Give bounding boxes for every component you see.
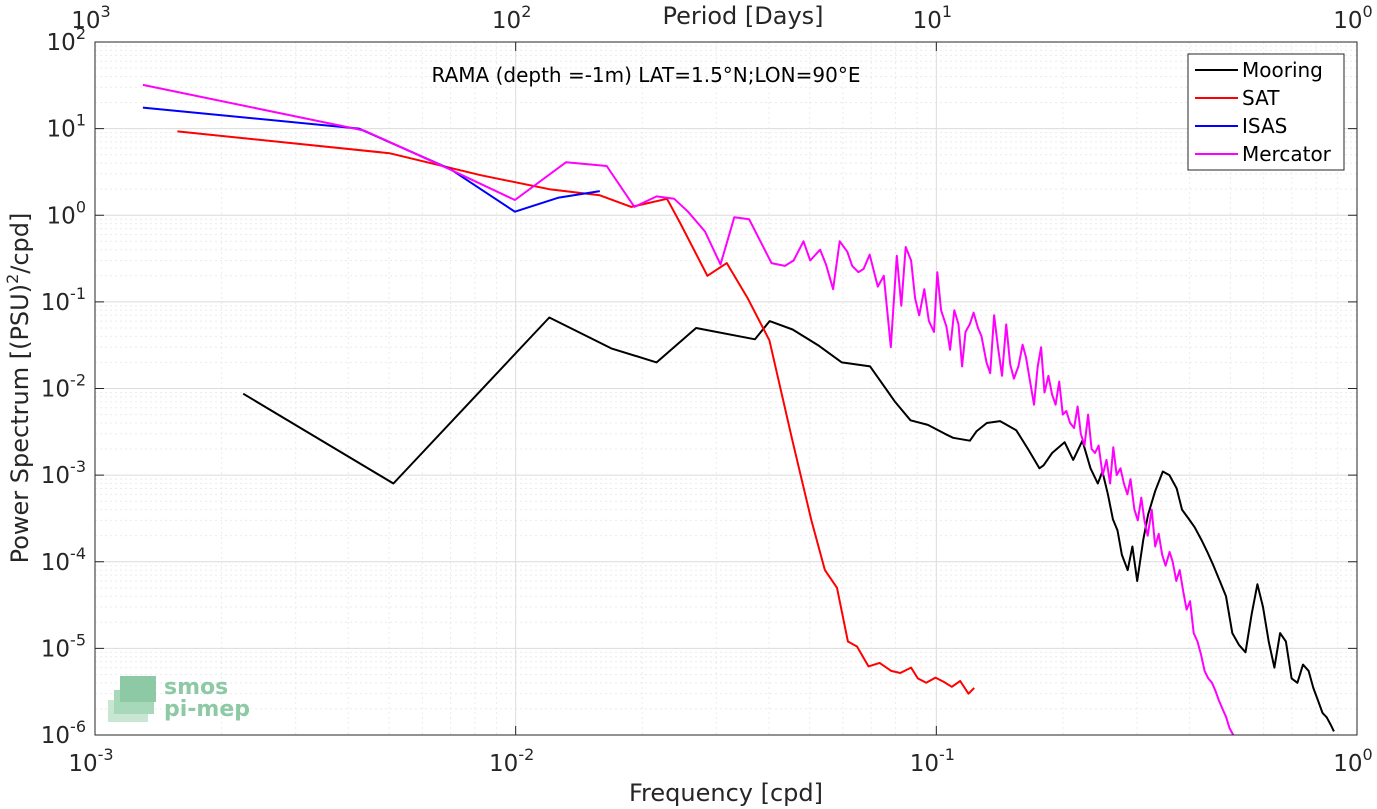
legend-label-mooring: Mooring <box>1242 58 1323 82</box>
legend-label-mercator: Mercator <box>1242 142 1332 166</box>
top-tick-label: 102 <box>492 2 531 34</box>
tick-marks <box>94 41 1358 736</box>
top-tick-labels: 103 102 101 100 <box>71 2 1372 34</box>
y-axis-label: Power Spectrum [(PSU)2/cpd] <box>3 213 34 564</box>
y-tick-label: 102 <box>47 24 86 56</box>
y-tick-label: 101 <box>47 111 86 143</box>
y-tick-label: 100 <box>47 197 86 229</box>
x-tick-label: 10-2 <box>489 745 534 777</box>
legend: Mooring SAT ISAS Mercator <box>1187 53 1345 171</box>
logo-text-smos: smos <box>164 675 228 700</box>
y-tick-label: 10-4 <box>41 544 86 576</box>
x-tick-label: 10-3 <box>68 745 113 777</box>
y-tick-label: 10-3 <box>41 457 86 489</box>
y-tick-label: 10-1 <box>41 284 86 316</box>
y-tick-label: 10-5 <box>41 630 86 662</box>
x-tick-labels: 10-3 10-2 10-1 100 <box>68 745 1372 777</box>
legend-box <box>1187 53 1345 171</box>
y-axis-label-tail: /cpd] <box>6 213 34 274</box>
series-line-sat <box>177 130 975 695</box>
y-axis-label-main: Power Spectrum [(PSU) <box>6 284 34 563</box>
top-tick-label: 103 <box>71 2 110 34</box>
top-tick-label: 101 <box>913 2 952 34</box>
series-line-isas <box>142 106 600 213</box>
y-axis-label-superscript: 2 <box>3 274 22 284</box>
y-tick-label: 10-2 <box>41 371 86 403</box>
top-tick-label: 100 <box>1333 2 1372 34</box>
smos-pi-mep-logo: smos pi-mep <box>108 675 250 722</box>
logo-block-front <box>120 676 156 702</box>
x-tick-label: 100 <box>1333 745 1372 777</box>
legend-label-isas: ISAS <box>1242 114 1287 138</box>
chart-title: RAMA (depth =-1m) LAT=1.5°N;LON=90°E <box>432 63 861 87</box>
logo-text-pi-mep: pi-mep <box>164 697 250 722</box>
y-tick-labels: 102 101 100 10-1 10-2 10-3 10-4 10-5 10-6 <box>41 24 86 749</box>
x-tick-label: 10-1 <box>910 745 955 777</box>
legend-label-sat: SAT <box>1242 86 1280 110</box>
series-line-mooring <box>242 316 1335 732</box>
y-tick-label: 10-6 <box>41 717 86 749</box>
series-layer <box>142 83 1335 736</box>
x-axis-label: Frequency [cpd] <box>629 779 823 807</box>
top-axis-label: Period [Days] <box>662 2 823 30</box>
series-line-mercator <box>142 83 1235 736</box>
